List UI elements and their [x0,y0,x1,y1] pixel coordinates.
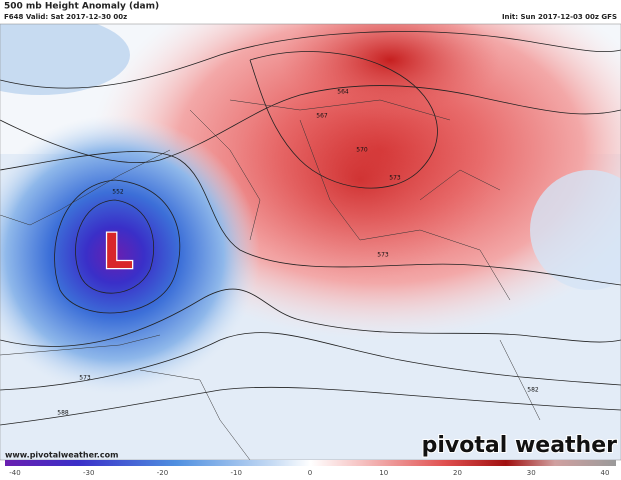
colorbar-tick-label: -40 [9,469,20,477]
colorbar-tick-label: 20 [453,469,462,477]
contour-label: 588 [57,410,69,417]
map-title: 500 mb Height Anomaly (dam) [4,2,159,12]
logo: pivotal weather [422,433,617,458]
contour-label: 570 [356,147,368,154]
colorbar-tick-label: -30 [83,469,94,477]
colorbar-tick-label: -10 [231,469,242,477]
init-time: Init: Sun 2017-12-03 00z GFS [502,13,617,21]
contour-label: 567 [316,113,328,120]
contour-label: 582 [527,387,539,394]
contour-label: 564 [337,89,349,96]
colorbar-tick-label: -20 [157,469,168,477]
contour-label: 573 [377,252,389,259]
colorbar-tick-label: 40 [601,469,610,477]
colorbar-tick-label: 10 [379,469,388,477]
colorbar [5,460,616,466]
website: www.pivotalweather.com [5,451,118,460]
colorbar-tick-label: 0 [308,469,312,477]
low-marker: L [103,224,134,280]
colorbar-tick-label: 30 [527,469,536,477]
map-area [0,24,621,460]
contour-label: 573 [389,175,401,182]
contour-label: 552 [112,189,124,196]
contour-label: 573 [79,375,91,382]
colorbar-ticks: -40 -30 -20 -10 0 10 20 30 40 [9,469,609,477]
contour-labels: 552 564 567 570 573 573 573 582 588 [57,89,539,417]
valid-time: F648 Valid: Sat 2017-12-30 00z [4,13,127,21]
